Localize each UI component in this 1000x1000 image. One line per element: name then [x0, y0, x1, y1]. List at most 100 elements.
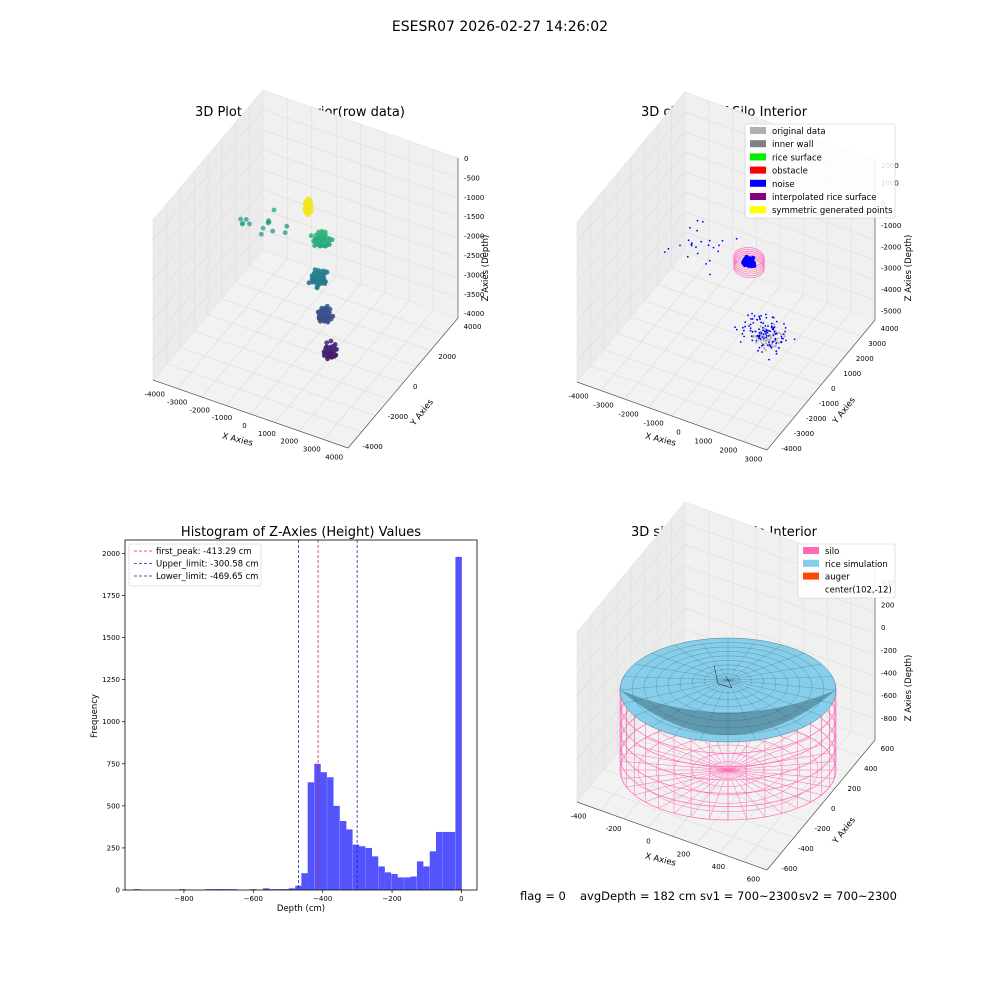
x-tick-label: -3000	[167, 399, 187, 407]
noise-point	[747, 314, 749, 317]
noise-point	[751, 330, 754, 333]
noise-point	[752, 322, 755, 324]
noise-point	[756, 318, 759, 321]
noise-point	[708, 239, 711, 242]
grid-line	[152, 149, 459, 281]
legend-label: rice surface	[772, 153, 822, 163]
noise-point	[785, 339, 787, 342]
noise-point	[766, 344, 769, 347]
histogram-bar	[435, 831, 443, 890]
panel-1-axes-box	[152, 89, 459, 449]
y-axis-line	[766, 319, 876, 451]
rice-mesh-radial	[727, 679, 783, 736]
grid-line	[235, 122, 431, 351]
y-tick-label: 400	[864, 765, 877, 773]
grid-line	[152, 189, 459, 321]
grid-line	[600, 100, 710, 391]
noise-point	[758, 328, 760, 331]
rice-mesh-radial	[727, 663, 822, 681]
noise-point	[744, 325, 746, 328]
rice-mesh-radial	[634, 663, 729, 681]
grid-line	[576, 191, 876, 323]
raw-point	[315, 309, 321, 315]
raw-point	[282, 230, 288, 236]
noise-point	[782, 333, 785, 335]
rice-mesh-radial	[727, 679, 805, 727]
raw-point	[326, 242, 332, 247]
noise-point	[766, 331, 768, 334]
panel-2-ticks: -4000 -3000 -2000 -1000 0 1000 2000 3000 -4000 -3…	[568, 162, 901, 463]
x-axis-line	[576, 381, 768, 451]
noise-point	[784, 330, 786, 333]
y-tick-label: 0	[831, 385, 835, 393]
footer-sv1: sv1 = 700~2300	[700, 889, 798, 903]
original-point	[768, 345, 771, 348]
raw-point	[326, 317, 331, 323]
raw-point	[324, 269, 330, 275]
histogram-bar	[448, 831, 456, 890]
y-tick-label: 600	[881, 745, 894, 753]
legend-label: interpolated rice surface	[772, 193, 877, 203]
raw-point	[319, 273, 325, 279]
noise-point	[717, 250, 719, 253]
x-tick-label: 400	[712, 863, 725, 871]
histogram-bar	[365, 847, 373, 890]
noise-point	[768, 344, 771, 346]
y-tick-label: 0	[831, 805, 835, 813]
raw-point	[238, 216, 244, 222]
rice-mesh-radial	[619, 679, 729, 691]
noise-point	[750, 335, 753, 338]
grid-line	[323, 149, 434, 440]
panel-2-legend: original data inner wall rice surface obsta…	[744, 123, 896, 219]
noise-point	[734, 326, 736, 328]
noise-point	[721, 239, 724, 242]
y-tick-label: 1000	[102, 718, 120, 726]
z-tick-label: -4000	[881, 286, 901, 294]
noise-point	[762, 344, 764, 346]
noise-point	[768, 341, 770, 343]
raw-point	[329, 237, 335, 243]
noise-point	[709, 273, 711, 276]
z-tick-label: -1500	[464, 213, 484, 221]
original-point	[759, 325, 762, 328]
noise-point	[784, 327, 787, 329]
raw-point	[270, 228, 276, 234]
z-tick-label: -2500	[464, 252, 484, 260]
x-tick-label: 0	[676, 428, 680, 436]
original-point	[766, 338, 769, 341]
footer-sv2: sv2 = 700~2300	[799, 889, 897, 903]
x-axis-line	[152, 379, 349, 449]
histogram-bar	[224, 889, 231, 890]
grid-line	[617, 583, 808, 822]
noise-point	[762, 329, 764, 332]
x-tick-label: 600	[747, 875, 760, 883]
legend-label: first_peak: -413.29 cm	[156, 547, 252, 557]
rice-mesh-radial	[699, 639, 729, 681]
noise-point	[696, 219, 699, 222]
legend-label: symmetric generated points	[772, 206, 893, 216]
grid-line	[576, 565, 876, 696]
histogram-bar	[455, 556, 462, 890]
noise-point	[712, 246, 715, 249]
grid-line	[590, 205, 781, 435]
histogram-bar	[404, 877, 411, 890]
histogram-bar	[391, 874, 398, 890]
grid-line	[177, 98, 288, 389]
rice-mesh-radial	[727, 676, 833, 681]
grid-line	[225, 115, 337, 406]
histogram-bar	[423, 866, 430, 890]
histogram-bar	[327, 777, 334, 890]
rice-mesh-radial	[727, 679, 837, 691]
histogram-bar	[442, 831, 449, 890]
original-point	[770, 343, 774, 346]
raw-point	[322, 279, 328, 284]
raw-point	[328, 338, 334, 344]
y-tick-label: 1500	[102, 634, 120, 642]
legend-label: inner wall	[772, 140, 813, 150]
x-tick-label: −600	[244, 895, 263, 903]
histogram-bar	[352, 844, 360, 890]
histogram-bar	[429, 851, 437, 890]
z-tick-label: -3000	[881, 265, 901, 273]
rice-mesh-radial	[673, 644, 729, 681]
grid-line	[576, 607, 876, 739]
